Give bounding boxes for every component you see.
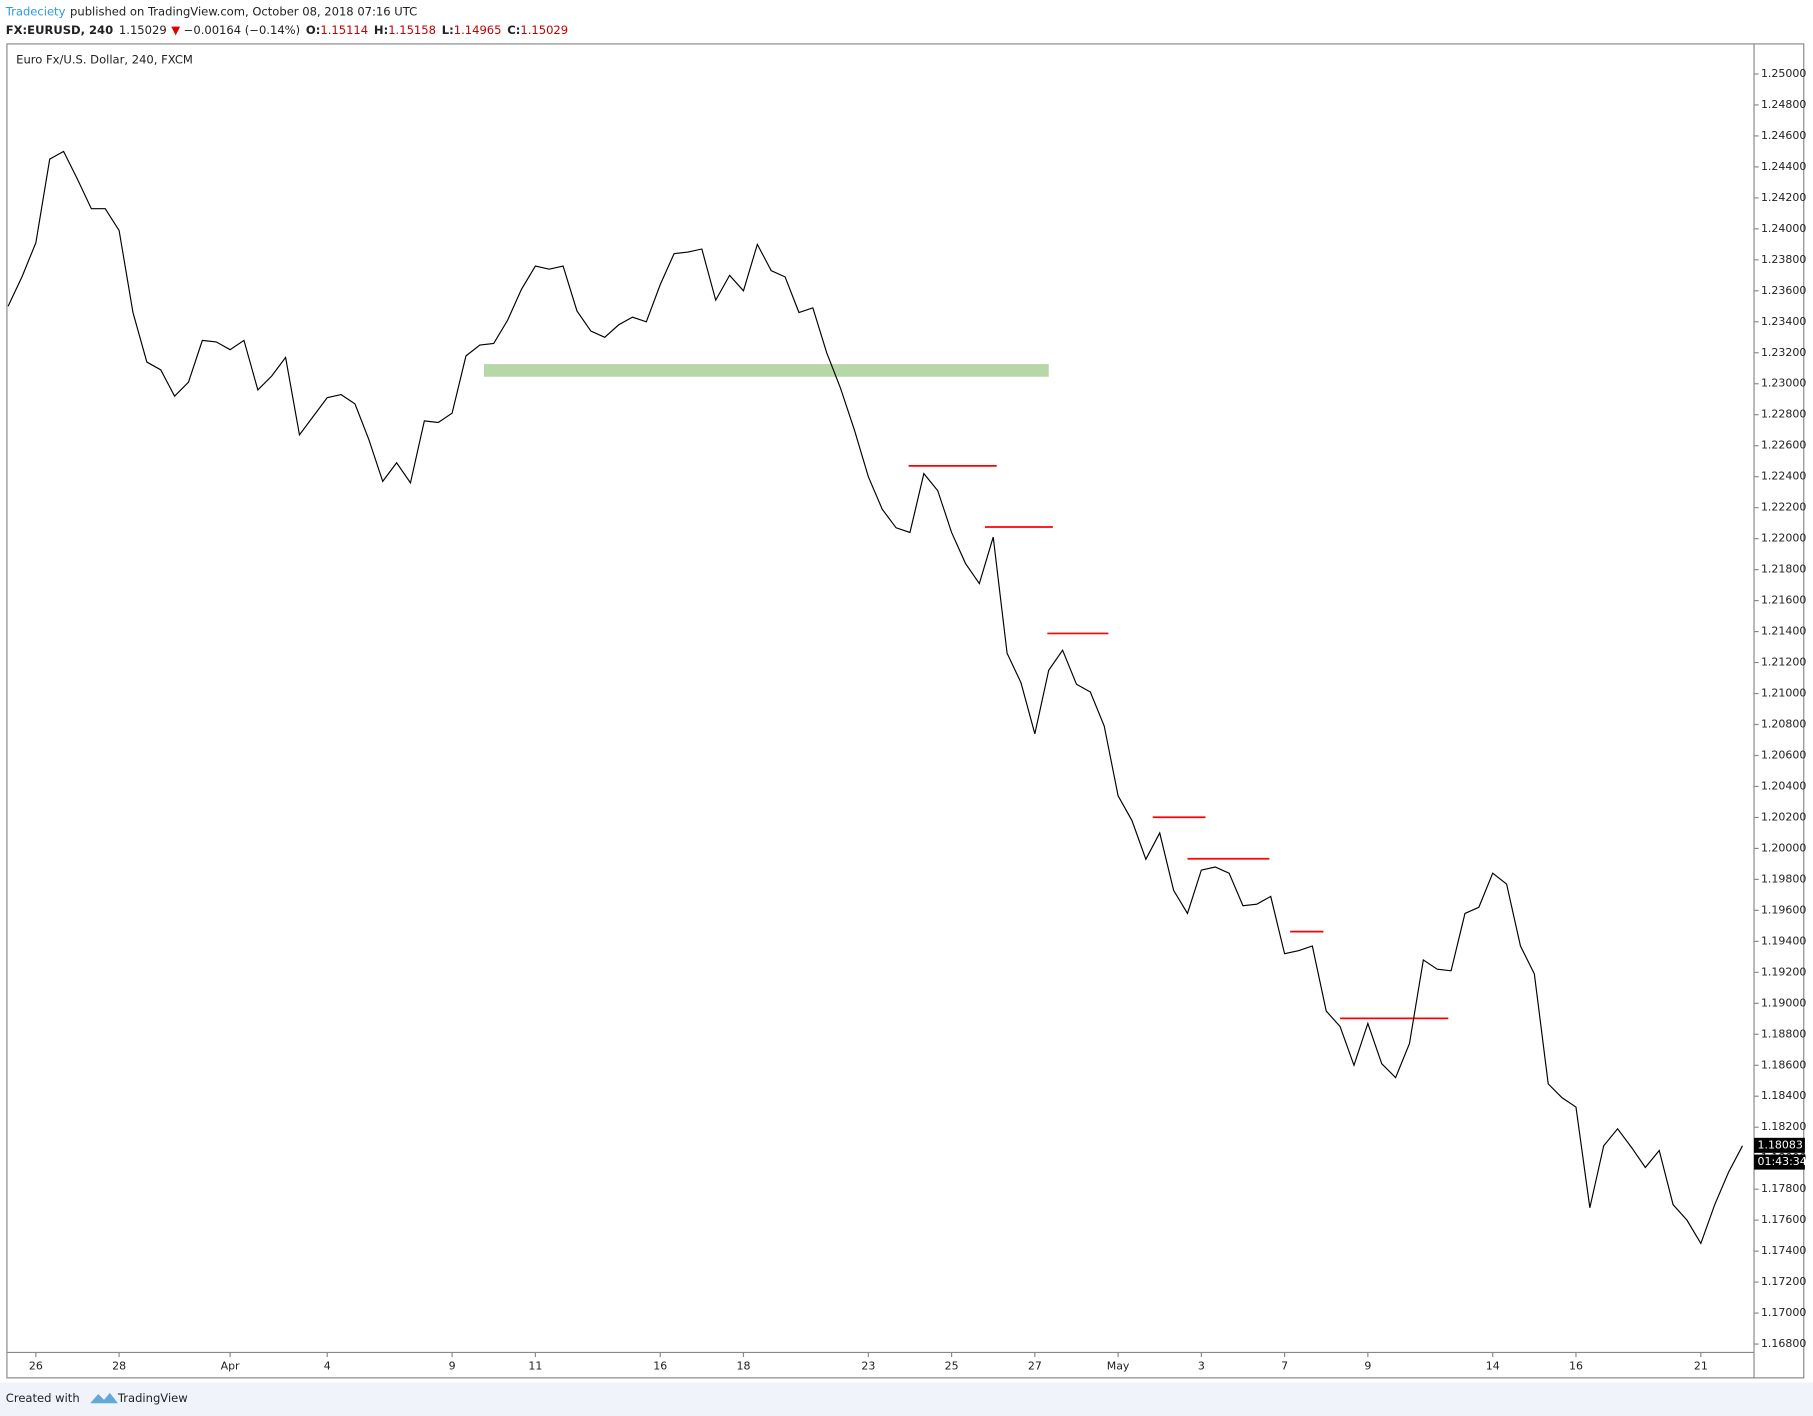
zone [484, 364, 1049, 377]
x-tick-label: 9 [449, 1359, 456, 1372]
y-tick-label: 1.21600 [1761, 594, 1806, 607]
y-tick-label: 1.19200 [1761, 965, 1806, 978]
y-tick-label: 1.24600 [1761, 129, 1806, 142]
y-tick-label: 1.22000 [1761, 532, 1806, 545]
y-tick-label: 1.24400 [1761, 160, 1806, 173]
y-tick-label: 1.20600 [1761, 748, 1806, 761]
last: 1.15029 [119, 23, 167, 37]
y-tick-label: 1.23600 [1761, 284, 1806, 297]
y-tick-label: 1.23400 [1761, 315, 1806, 328]
arrow: ▼ [171, 23, 180, 37]
y-tick-label: 1.17800 [1761, 1182, 1806, 1195]
publish-line: Tradeciety published on TradingView.com, … [5, 4, 417, 18]
x-tick-label: 3 [1198, 1359, 1205, 1372]
x-tick-label: 4 [324, 1359, 331, 1372]
x-tick-label: 27 [1028, 1359, 1042, 1372]
x-tick-label: 7 [1281, 1359, 1288, 1372]
ohlc-label: O: [306, 23, 320, 37]
y-tick-label: 1.19000 [1761, 996, 1806, 1009]
quote-line: FX:EURUSD, 240 1.15029 ▼ −0.00164 (−0.14%) O… [6, 23, 568, 37]
y-tick-label: 1.22200 [1761, 501, 1806, 514]
brand-logo [90, 1392, 118, 1404]
x-tick-label: 14 [1486, 1359, 1500, 1372]
y-tick-label: 1.22600 [1761, 439, 1806, 452]
y-tick-label: 1.17400 [1761, 1244, 1806, 1257]
x-tick-label: 28 [112, 1359, 126, 1372]
y-tick-label: 1.24200 [1761, 191, 1806, 204]
x-tick-label: 25 [945, 1359, 959, 1372]
price-line [7, 150, 1743, 1245]
y-tick-label: 1.19800 [1761, 872, 1806, 885]
y-tick-label: 1.20000 [1761, 841, 1806, 854]
x-tick-label: 16 [1569, 1359, 1583, 1372]
countdown: 01:43:34 [1758, 1155, 1807, 1168]
y-tick-label: 1.19600 [1761, 903, 1806, 916]
y-tick-label: 1.17600 [1761, 1213, 1806, 1226]
footer-bar [0, 1382, 1813, 1416]
change: −0.00164 (−0.14%) [184, 23, 300, 37]
y-tick-label: 1.22800 [1761, 408, 1806, 421]
x-tick-label: 9 [1364, 1359, 1371, 1372]
y-tick-label: 1.19400 [1761, 934, 1806, 947]
symbol: FX:EURUSD, 240 [6, 23, 113, 37]
y-tick-label: 1.24000 [1761, 222, 1806, 235]
y-tick-label: 1.22400 [1761, 470, 1806, 483]
y-tick-label: 1.21800 [1761, 563, 1806, 576]
y-tick-label: 1.20200 [1761, 810, 1806, 823]
y-tick-label: 1.18400 [1761, 1089, 1806, 1102]
y-tick-label: 1.21000 [1761, 687, 1806, 700]
y-tick-label: 1.21400 [1761, 625, 1806, 638]
y-tick-label: 1.25000 [1761, 67, 1806, 80]
y-tick-label: 1.24800 [1761, 98, 1806, 111]
ohlc-label: C: [507, 23, 520, 37]
y-tick-label: 1.18800 [1761, 1027, 1806, 1040]
ohlc-value: 1.15114 [320, 23, 368, 37]
x-tick-label: 18 [736, 1359, 750, 1372]
x-tick-label: 21 [1694, 1359, 1708, 1372]
y-tick-label: 1.23200 [1761, 346, 1806, 359]
x-tick-label: 23 [861, 1359, 875, 1372]
ohlc-value: 1.15158 [388, 23, 436, 37]
x-tick-label: 11 [528, 1359, 542, 1372]
ohlc-value: 1.15029 [520, 23, 568, 37]
y-tick-label: 1.16800 [1761, 1337, 1806, 1350]
ohlc-label: H: [374, 23, 388, 37]
y-tick-label: 1.23000 [1761, 377, 1806, 390]
chart-title: Euro Fx/U.S. Dollar, 240, FXCM [16, 53, 193, 67]
brand[interactable]: TradingView [117, 1391, 188, 1405]
y-tick-label: 1.23800 [1761, 253, 1806, 266]
x-tick-label: Apr [221, 1359, 240, 1372]
last-price-box [1754, 1137, 1805, 1153]
y-tick-label: 1.17200 [1761, 1275, 1806, 1288]
created-with: Created with [6, 1391, 80, 1405]
y-tick-label: 1.18200 [1761, 1120, 1806, 1133]
ohlc-label: L: [442, 23, 454, 37]
author: Tradeciety [5, 4, 66, 18]
countdown-box [1754, 1154, 1805, 1170]
last-price-label: 1.18083 [1758, 1138, 1803, 1151]
published: published on TradingView.com, October 08… [70, 4, 417, 18]
y-tick-label: 1.20400 [1761, 779, 1806, 792]
x-tick-label: May [1107, 1359, 1130, 1372]
y-tick-label: 1.17000 [1761, 1306, 1806, 1319]
y-tick-label: 1.18600 [1761, 1058, 1806, 1071]
y-tick-label: 1.20800 [1761, 718, 1806, 731]
x-tick-label: 16 [653, 1359, 667, 1372]
y-tick-label: 1.21200 [1761, 656, 1806, 669]
ohlc-value: 1.14965 [454, 23, 502, 37]
chart-frame [6, 43, 1805, 1379]
x-tick-label: 26 [29, 1359, 43, 1372]
